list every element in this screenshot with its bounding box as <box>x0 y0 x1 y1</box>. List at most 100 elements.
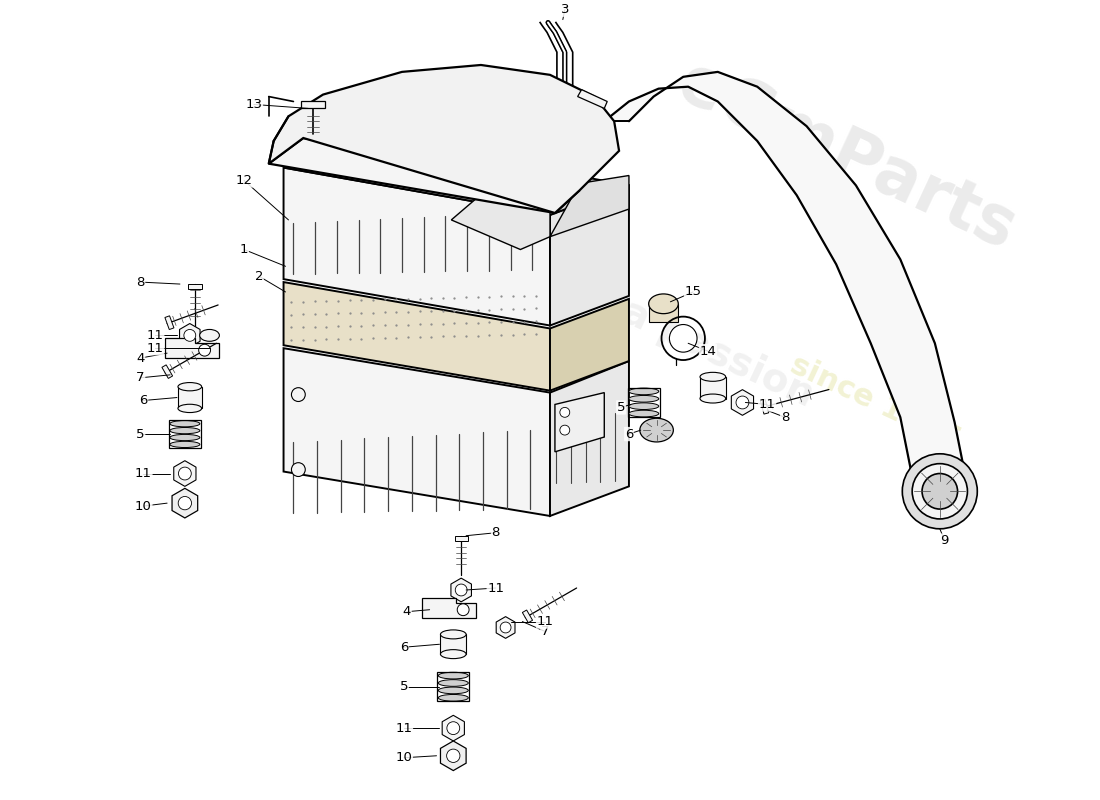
Ellipse shape <box>178 404 201 413</box>
Ellipse shape <box>640 418 673 442</box>
Text: 12: 12 <box>235 174 253 187</box>
Polygon shape <box>178 386 201 409</box>
Text: 13: 13 <box>245 98 263 111</box>
Polygon shape <box>451 578 472 602</box>
Ellipse shape <box>178 382 201 391</box>
Text: 11: 11 <box>146 329 164 342</box>
Polygon shape <box>700 377 726 398</box>
Polygon shape <box>732 390 754 415</box>
Text: 10: 10 <box>135 499 152 513</box>
Ellipse shape <box>440 630 466 639</box>
Polygon shape <box>284 282 550 390</box>
Text: 8: 8 <box>136 275 144 289</box>
Text: 6: 6 <box>140 394 147 407</box>
Text: 6: 6 <box>625 427 634 441</box>
Polygon shape <box>268 138 580 213</box>
Polygon shape <box>165 316 174 330</box>
Polygon shape <box>550 186 629 326</box>
Ellipse shape <box>438 687 469 694</box>
Polygon shape <box>550 361 629 516</box>
Ellipse shape <box>629 388 659 394</box>
Text: 14: 14 <box>700 345 716 358</box>
Ellipse shape <box>629 410 659 417</box>
Circle shape <box>292 462 306 477</box>
Text: 11: 11 <box>537 615 553 628</box>
Polygon shape <box>649 304 679 322</box>
Polygon shape <box>522 610 532 622</box>
Text: since 1985: since 1985 <box>785 350 966 454</box>
Polygon shape <box>284 136 629 215</box>
Polygon shape <box>188 284 201 289</box>
Polygon shape <box>550 299 629 390</box>
Polygon shape <box>550 175 629 237</box>
Circle shape <box>447 722 460 734</box>
Polygon shape <box>284 168 550 326</box>
Ellipse shape <box>169 434 200 441</box>
Ellipse shape <box>169 442 200 447</box>
Circle shape <box>458 604 469 616</box>
Polygon shape <box>268 65 619 213</box>
Polygon shape <box>440 634 466 654</box>
Circle shape <box>184 330 196 342</box>
Polygon shape <box>421 598 476 618</box>
Circle shape <box>902 454 977 529</box>
Text: a passion: a passion <box>616 292 820 414</box>
Circle shape <box>292 388 306 402</box>
Text: 11: 11 <box>146 342 164 354</box>
Polygon shape <box>179 323 200 347</box>
Ellipse shape <box>440 650 466 658</box>
Text: 7: 7 <box>541 625 549 638</box>
Circle shape <box>560 407 570 418</box>
Text: 8: 8 <box>781 410 789 424</box>
Text: 9: 9 <box>940 534 949 547</box>
Polygon shape <box>442 715 464 741</box>
Polygon shape <box>440 741 466 770</box>
Ellipse shape <box>200 330 219 342</box>
Ellipse shape <box>169 427 200 434</box>
Polygon shape <box>162 365 173 378</box>
Ellipse shape <box>169 421 200 427</box>
Ellipse shape <box>629 403 659 410</box>
Circle shape <box>199 344 210 356</box>
Polygon shape <box>172 488 198 518</box>
Circle shape <box>500 622 512 633</box>
Circle shape <box>560 425 570 435</box>
Ellipse shape <box>629 395 659 402</box>
Polygon shape <box>760 399 769 414</box>
Text: 5: 5 <box>617 401 625 414</box>
Text: 5: 5 <box>136 427 145 441</box>
Circle shape <box>178 467 191 480</box>
Ellipse shape <box>438 680 469 686</box>
Polygon shape <box>604 72 967 482</box>
Polygon shape <box>578 90 607 108</box>
Text: 11: 11 <box>487 582 504 594</box>
Text: 7: 7 <box>136 371 145 384</box>
Polygon shape <box>165 338 219 358</box>
Ellipse shape <box>649 294 679 314</box>
Polygon shape <box>454 536 467 541</box>
Polygon shape <box>554 393 604 452</box>
Circle shape <box>178 497 191 510</box>
Text: 11: 11 <box>759 398 775 411</box>
Text: eGmParts: eGmParts <box>667 49 1026 263</box>
Ellipse shape <box>700 372 726 382</box>
Circle shape <box>670 325 697 352</box>
Text: 11: 11 <box>135 467 152 480</box>
Text: 2: 2 <box>254 270 263 282</box>
Text: 6: 6 <box>399 641 408 654</box>
Circle shape <box>736 396 749 409</box>
Polygon shape <box>174 461 196 486</box>
Circle shape <box>455 584 468 596</box>
Text: 10: 10 <box>396 751 412 764</box>
Circle shape <box>447 749 460 762</box>
Circle shape <box>912 464 967 519</box>
Ellipse shape <box>700 394 726 403</box>
Polygon shape <box>301 102 324 108</box>
Text: 1: 1 <box>240 243 249 256</box>
Text: 4: 4 <box>403 605 411 618</box>
Ellipse shape <box>438 672 469 679</box>
Text: 3: 3 <box>561 3 569 16</box>
Text: 15: 15 <box>684 286 702 298</box>
Polygon shape <box>451 190 550 250</box>
Ellipse shape <box>438 694 469 701</box>
